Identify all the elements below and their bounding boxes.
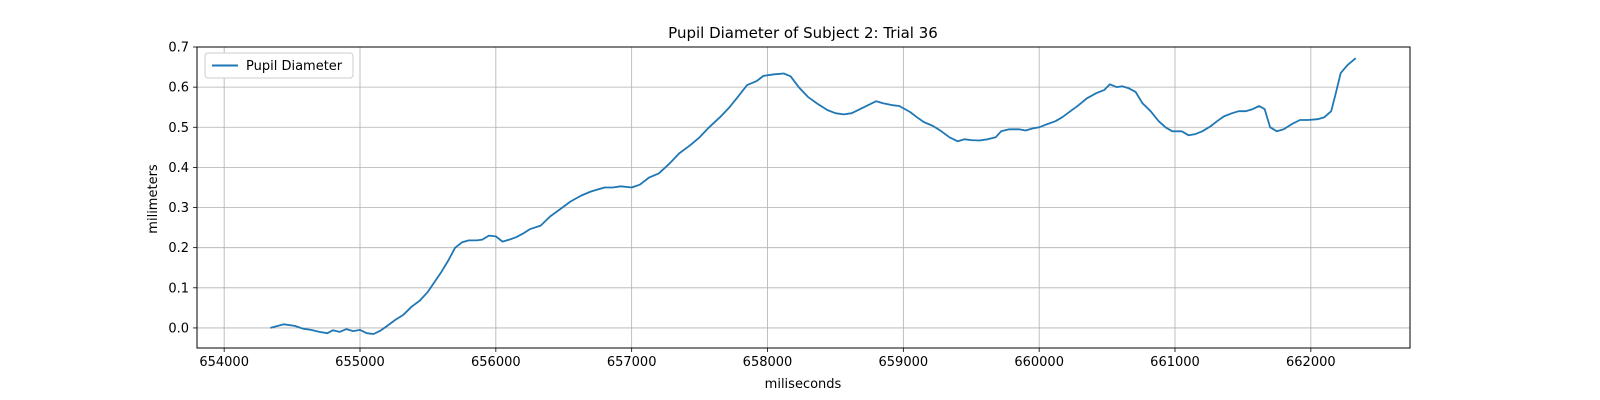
series-line-pupil-diameter: [270, 57, 1357, 335]
x-tick-label: 660000: [1014, 355, 1064, 370]
x-tick-label: 658000: [743, 355, 793, 370]
y-tick-label: 0.5: [168, 121, 189, 136]
y-tick-label: 0.4: [168, 161, 189, 176]
grid-lines: [197, 46, 1410, 348]
y-tick-label: 0.7: [168, 41, 189, 56]
y-tick-label: 0.1: [168, 281, 189, 296]
plot-frame: [196, 46, 1411, 349]
y-tick-label: 0.6: [168, 81, 189, 96]
y-axis: 0.0 0.1 0.2 0.3 0.4 0.5 0.6 0.7: [168, 41, 197, 336]
x-tick-label: 657000: [607, 355, 657, 370]
x-tick-label: 654000: [199, 355, 249, 370]
legend-label: Pupil Diameter: [246, 59, 343, 74]
x-tick-label: 662000: [1286, 355, 1336, 370]
x-axis-title: miliseconds: [765, 377, 842, 392]
y-tick-label: 0.0: [168, 321, 189, 336]
x-axis: 654000 655000 656000 657000 658000 659000 6600…: [199, 348, 1336, 370]
legend: Pupil Diameter: [204, 52, 354, 79]
y-tick-label: 0.2: [168, 241, 189, 256]
legend-box: [204, 52, 354, 79]
y-tick-label: 0.3: [168, 201, 189, 216]
y-axis-title: milimeters: [146, 164, 161, 234]
x-tick-label: 655000: [335, 355, 385, 370]
x-tick-label: 656000: [471, 355, 521, 370]
x-tick-label: 661000: [1150, 355, 1200, 370]
series-layer: [270, 57, 1357, 335]
chart-title: Pupil Diameter of Subject 2: Trial 36: [668, 24, 938, 42]
x-tick-label: 659000: [879, 355, 929, 370]
